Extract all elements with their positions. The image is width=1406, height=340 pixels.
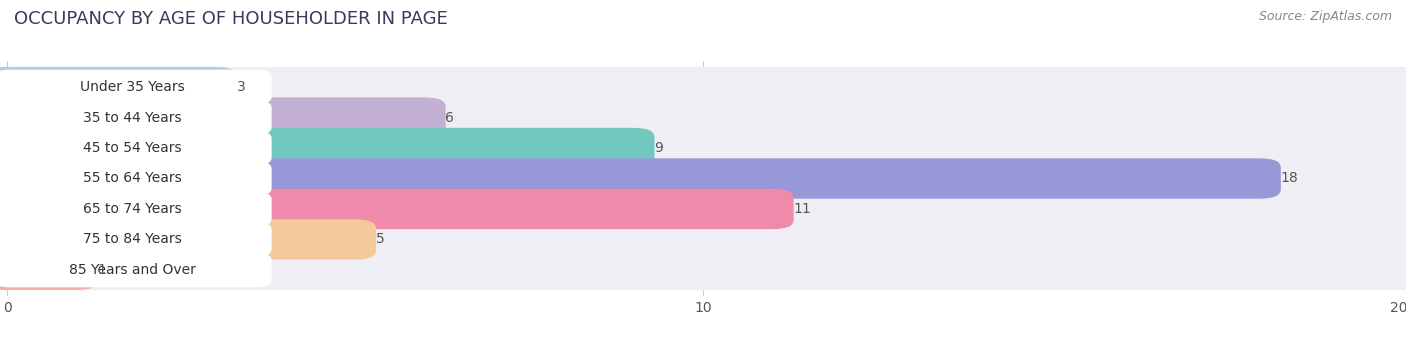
Text: Under 35 Years: Under 35 Years <box>80 80 184 94</box>
Text: 75 to 84 Years: 75 to 84 Years <box>83 233 181 246</box>
Text: 1: 1 <box>97 263 107 277</box>
Text: 3: 3 <box>236 80 246 94</box>
Text: 6: 6 <box>446 110 454 124</box>
Text: Source: ZipAtlas.com: Source: ZipAtlas.com <box>1258 10 1392 23</box>
Text: 35 to 44 Years: 35 to 44 Years <box>83 110 181 124</box>
Text: 65 to 74 Years: 65 to 74 Years <box>83 202 181 216</box>
Text: OCCUPANCY BY AGE OF HOUSEHOLDER IN PAGE: OCCUPANCY BY AGE OF HOUSEHOLDER IN PAGE <box>14 10 447 28</box>
FancyBboxPatch shape <box>0 161 271 196</box>
Text: 5: 5 <box>375 233 385 246</box>
FancyBboxPatch shape <box>0 189 1406 229</box>
FancyBboxPatch shape <box>0 219 1406 260</box>
FancyBboxPatch shape <box>0 100 271 135</box>
Text: 11: 11 <box>793 202 811 216</box>
FancyBboxPatch shape <box>0 128 654 168</box>
FancyBboxPatch shape <box>0 97 446 138</box>
Text: 9: 9 <box>654 141 664 155</box>
FancyBboxPatch shape <box>0 128 1406 168</box>
Text: 18: 18 <box>1281 171 1298 186</box>
FancyBboxPatch shape <box>0 191 271 226</box>
Text: 55 to 64 Years: 55 to 64 Years <box>83 171 181 186</box>
FancyBboxPatch shape <box>0 70 271 104</box>
FancyBboxPatch shape <box>0 158 1281 199</box>
FancyBboxPatch shape <box>0 97 1406 138</box>
FancyBboxPatch shape <box>0 222 271 257</box>
FancyBboxPatch shape <box>0 219 375 260</box>
Text: 45 to 54 Years: 45 to 54 Years <box>83 141 181 155</box>
FancyBboxPatch shape <box>0 67 1406 107</box>
FancyBboxPatch shape <box>0 158 1406 199</box>
FancyBboxPatch shape <box>0 189 793 229</box>
FancyBboxPatch shape <box>0 250 97 290</box>
FancyBboxPatch shape <box>0 131 271 166</box>
FancyBboxPatch shape <box>0 253 271 287</box>
FancyBboxPatch shape <box>0 67 236 107</box>
FancyBboxPatch shape <box>0 250 1406 290</box>
Text: 85 Years and Over: 85 Years and Over <box>69 263 195 277</box>
